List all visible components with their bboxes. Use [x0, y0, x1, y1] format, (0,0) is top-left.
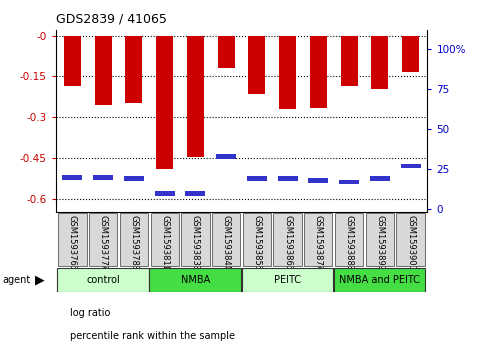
FancyBboxPatch shape [366, 213, 394, 266]
Bar [248, 35, 265, 94]
Bar [339, 179, 359, 184]
Text: log ratio: log ratio [70, 308, 111, 318]
Bar [310, 35, 327, 108]
Bar [185, 191, 205, 196]
Text: control: control [86, 275, 120, 285]
Bar [308, 178, 328, 183]
Text: GSM159385: GSM159385 [253, 215, 261, 266]
Bar [62, 175, 83, 180]
Text: GSM159383: GSM159383 [191, 215, 200, 266]
Bar [402, 35, 419, 72]
Bar [187, 35, 204, 156]
Text: ▶: ▶ [35, 274, 44, 286]
Text: GSM159378: GSM159378 [129, 215, 139, 266]
Text: GSM159389: GSM159389 [375, 215, 384, 266]
Bar [218, 35, 235, 68]
Bar [278, 176, 298, 181]
FancyBboxPatch shape [120, 213, 148, 266]
Bar [279, 35, 296, 109]
Text: GSM159388: GSM159388 [344, 215, 354, 266]
Bar [95, 35, 112, 105]
Text: GDS2839 / 41065: GDS2839 / 41065 [56, 12, 167, 25]
FancyBboxPatch shape [304, 213, 332, 266]
Text: GSM159381: GSM159381 [160, 215, 169, 266]
FancyBboxPatch shape [181, 213, 210, 266]
Text: GSM159377: GSM159377 [99, 215, 108, 266]
Text: NMBA and PEITC: NMBA and PEITC [340, 275, 420, 285]
Bar [371, 35, 388, 88]
Bar [155, 191, 175, 196]
Bar [124, 176, 144, 181]
FancyBboxPatch shape [243, 213, 271, 266]
FancyBboxPatch shape [58, 213, 86, 266]
FancyBboxPatch shape [212, 213, 240, 266]
Text: percentile rank within the sample: percentile rank within the sample [70, 331, 235, 341]
FancyBboxPatch shape [151, 213, 179, 266]
FancyBboxPatch shape [242, 268, 333, 292]
Text: GSM159390: GSM159390 [406, 215, 415, 265]
FancyBboxPatch shape [57, 268, 149, 292]
Bar [216, 154, 236, 159]
Bar [156, 35, 173, 169]
Text: agent: agent [2, 275, 30, 285]
FancyBboxPatch shape [149, 268, 241, 292]
Text: NMBA: NMBA [181, 275, 210, 285]
Bar [93, 175, 113, 180]
FancyBboxPatch shape [397, 213, 425, 266]
Bar [341, 35, 357, 86]
Text: GSM159384: GSM159384 [222, 215, 230, 266]
Bar [370, 176, 390, 181]
FancyBboxPatch shape [334, 268, 426, 292]
FancyBboxPatch shape [335, 213, 363, 266]
Bar [400, 164, 421, 169]
Bar [64, 35, 81, 86]
Text: PEITC: PEITC [274, 275, 301, 285]
FancyBboxPatch shape [89, 213, 117, 266]
Text: GSM159387: GSM159387 [314, 215, 323, 266]
Text: GSM159376: GSM159376 [68, 215, 77, 266]
Text: GSM159386: GSM159386 [283, 215, 292, 266]
FancyBboxPatch shape [273, 213, 302, 266]
Bar [126, 35, 142, 103]
Bar [247, 176, 267, 181]
